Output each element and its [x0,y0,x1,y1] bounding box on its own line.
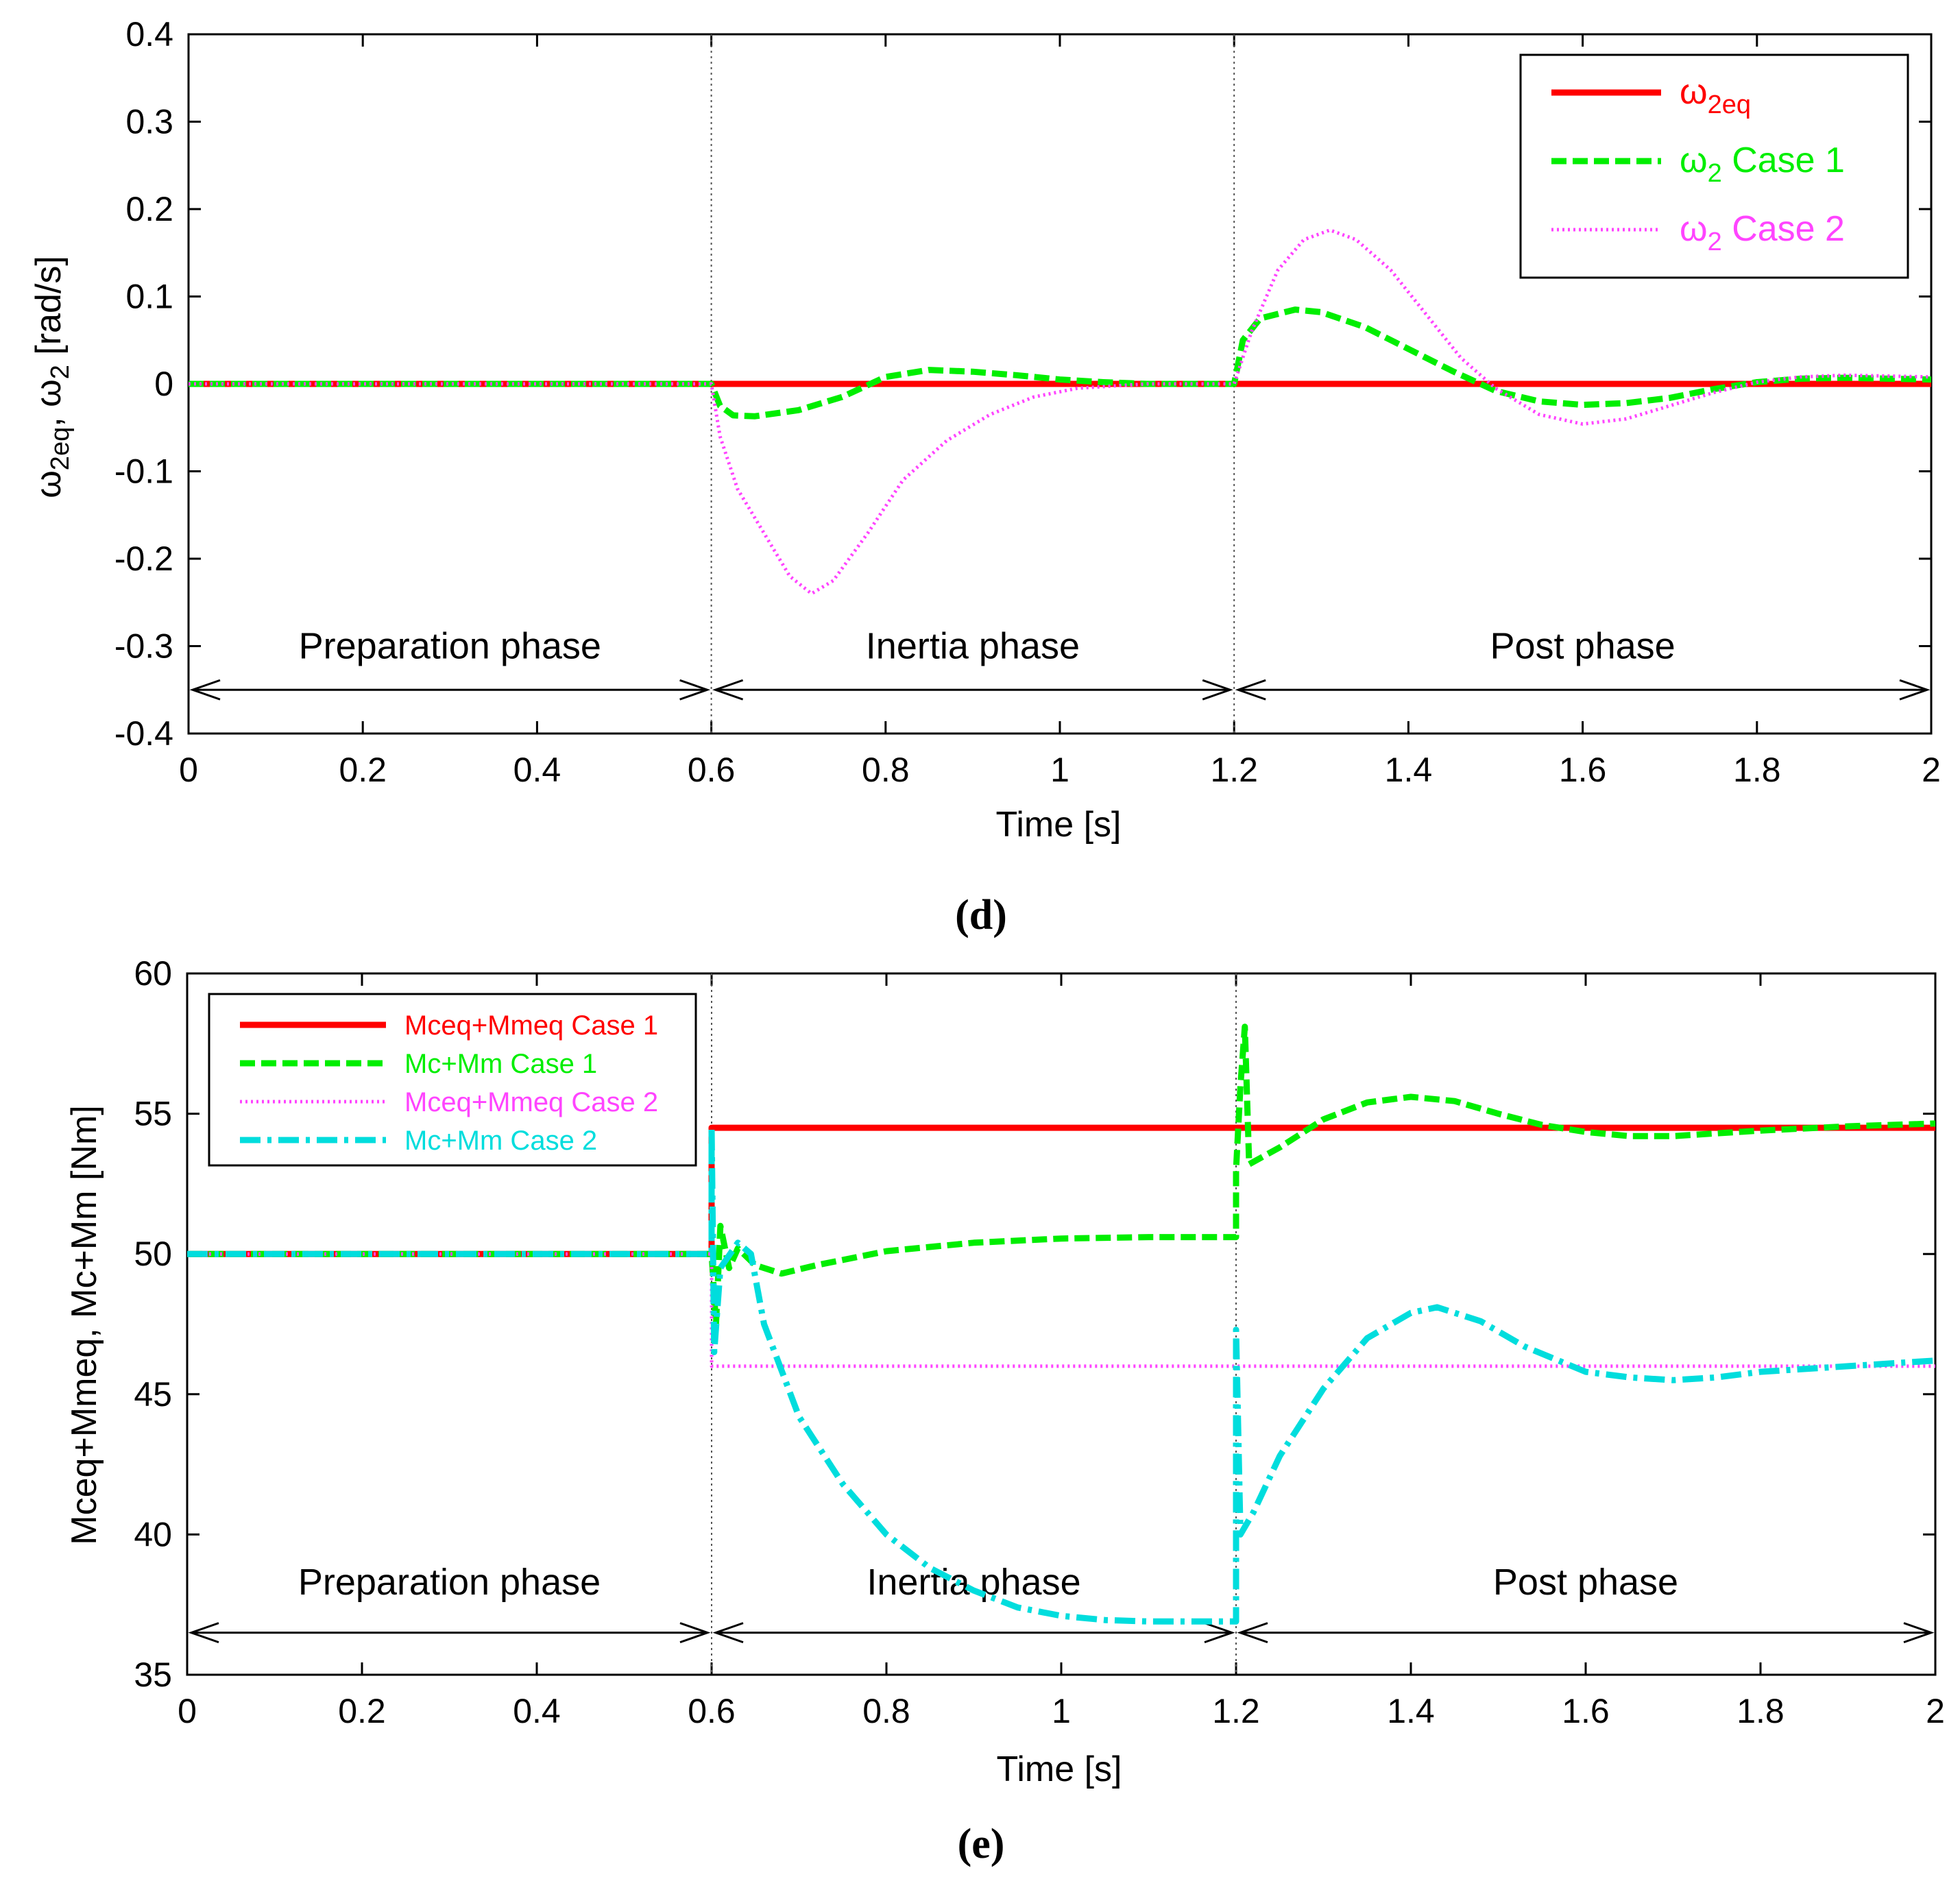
x-tick-label: 0.6 [688,1692,736,1730]
caption-d-close: ) [993,892,1007,938]
caption-e-open: ( [958,1821,972,1867]
x-tick-label: 1.2 [1212,1692,1260,1730]
legend-label-suffix: Case 2 [1722,209,1845,249]
legend-label: ω2 Case 1 [1680,141,1845,188]
phase-label: Inertia phase [866,626,1080,667]
x-tick-label: 1.4 [1387,1692,1435,1730]
series-line-d-2 [189,228,1931,596]
y-tick-label: 55 [134,1095,172,1133]
x-tick-labels-d: 0 0.2 0.4 0.6 0.8 1 1.2 1.4 1.6 1.8 2 [179,751,1941,789]
chart-panel-e: Preparation phase Inertia phase Post phase… [64,954,1945,1867]
x-tick-label: 1.8 [1733,751,1781,789]
x-axis-label-e: Time [s] [997,1749,1122,1789]
phase-label: Post phase [1493,1562,1678,1603]
y-tick-label: 0.2 [125,190,173,228]
y-tick-label: 50 [134,1235,172,1273]
y-tick-label: 0.3 [125,103,173,141]
y-tick-label: -0.3 [114,627,173,666]
chart-panel-d: Preparation phase Inertia phase Post phase… [29,15,1941,938]
phase-label: Preparation phase [298,1562,601,1603]
x-tick-label: 2 [1926,1692,1945,1730]
phase-arrow [1235,679,1931,701]
x-tick-label: 0.2 [338,1692,386,1730]
legend-label-symbol: ω [1680,72,1708,112]
y-tick-label: 0.4 [125,15,173,53]
panel-caption-d: (d) [955,892,1007,938]
y-tick-label: 40 [134,1515,172,1553]
y-tick-label: -0.1 [114,452,173,491]
y-axis-label-d-sub1: 2eq [46,427,75,470]
series-line-e-3 [187,1124,1935,1625]
y-axis-label-d-unit: [rad/s] [29,256,69,365]
x-tick-label: 0.4 [513,751,561,789]
y-axis-label-e: Mceq+Mmeq, Mc+Mm [Nm] [64,1105,104,1544]
x-tick-label: 0.8 [862,1692,910,1730]
legend-label: Mceq+Mmeq Case 1 [404,1010,658,1041]
y-axis-label-d: ω2eq, ω2 [rad/s] [29,256,75,498]
x-tick-label: 1 [1050,751,1069,789]
y-tick-label: -0.2 [114,540,173,578]
caption-d-open: ( [955,892,969,938]
phase-arrow [188,1622,711,1644]
x-tick-label: 1.6 [1562,1692,1610,1730]
phase-label: Post phase [1490,626,1675,667]
y-tick-labels-e: 35 40 45 50 55 60 [134,954,172,1694]
legend-label: ω2eq [1680,72,1751,119]
phase-arrow [1237,1622,1935,1644]
plot-area-d: Preparation phase Inertia phase Post phase… [187,33,1933,735]
y-tick-label: 60 [134,954,172,993]
y-tick-label: -0.4 [114,714,173,753]
y-tick-label: 0.1 [125,278,173,316]
x-tick-label: 1.4 [1385,751,1433,789]
series-line-d-1 [189,306,1931,420]
legend-label: Mc+Mm Case 2 [404,1126,597,1156]
legend-label-symbol: ω [1680,141,1708,180]
phase-arrow [712,1622,1235,1644]
legend-e: Mceq+Mmeq Case 1 Mc+Mm Case 1 Mceq+Mmeq Ca… [208,993,697,1167]
caption-e-close: ) [991,1821,1005,1867]
y-tick-label: 35 [134,1656,172,1694]
phase-label: Preparation phase [299,626,601,667]
legend-label-suffix: Case 1 [1722,141,1845,180]
caption-d-letter: d [969,892,993,938]
x-tick-label: 1.6 [1559,751,1607,789]
phase-arrow [712,679,1233,701]
plot-area-e: Preparation phase Inertia phase Post phase… [186,972,1937,1676]
x-tick-label: 0 [178,1692,197,1730]
x-tick-label: 1.2 [1210,751,1258,789]
legend-label: Mc+Mm Case 1 [404,1049,597,1079]
x-tick-label: 0.6 [688,751,736,789]
series-line-e-1 [187,1023,1935,1327]
phase-arrow [189,679,711,701]
caption-e-letter: e [971,1821,991,1867]
x-tick-label: 0.2 [339,751,387,789]
legend-label-subscript: 2 [1708,159,1722,188]
legend-label: ω2 Case 2 [1680,209,1845,256]
phase-label: Inertia phase [867,1562,1080,1603]
y-tick-labels-d: -0.4 -0.3 -0.2 -0.1 0 0.1 0.2 0.3 0.4 [114,15,173,753]
y-axis-label-d-omega2: , ω [29,379,69,427]
x-tick-label: 2 [1922,751,1941,789]
x-tick-label: 0 [179,751,198,789]
legend-label-subscript: 2eq [1708,90,1751,119]
x-tick-label: 0.4 [513,1692,561,1730]
x-tick-label: 1 [1052,1692,1071,1730]
legend-label-symbol: ω [1680,209,1708,249]
legend-label-subscript: 2 [1708,228,1722,256]
y-tick-label: 0 [154,365,173,403]
panel-caption-e: (e) [958,1821,1005,1867]
x-tick-label: 1.8 [1737,1692,1784,1730]
x-axis-label-d: Time [s] [996,805,1122,845]
x-tick-label: 0.8 [862,751,910,789]
y-axis-label-d-omega1: ω [29,470,69,498]
y-axis-label-d-sub2: 2 [46,365,75,379]
x-tick-labels-e: 0 0.2 0.4 0.6 0.8 1 1.2 1.4 1.6 1.8 2 [178,1692,1945,1730]
legend-label: Mceq+Mmeq Case 2 [404,1087,658,1117]
y-tick-label: 45 [134,1375,172,1414]
